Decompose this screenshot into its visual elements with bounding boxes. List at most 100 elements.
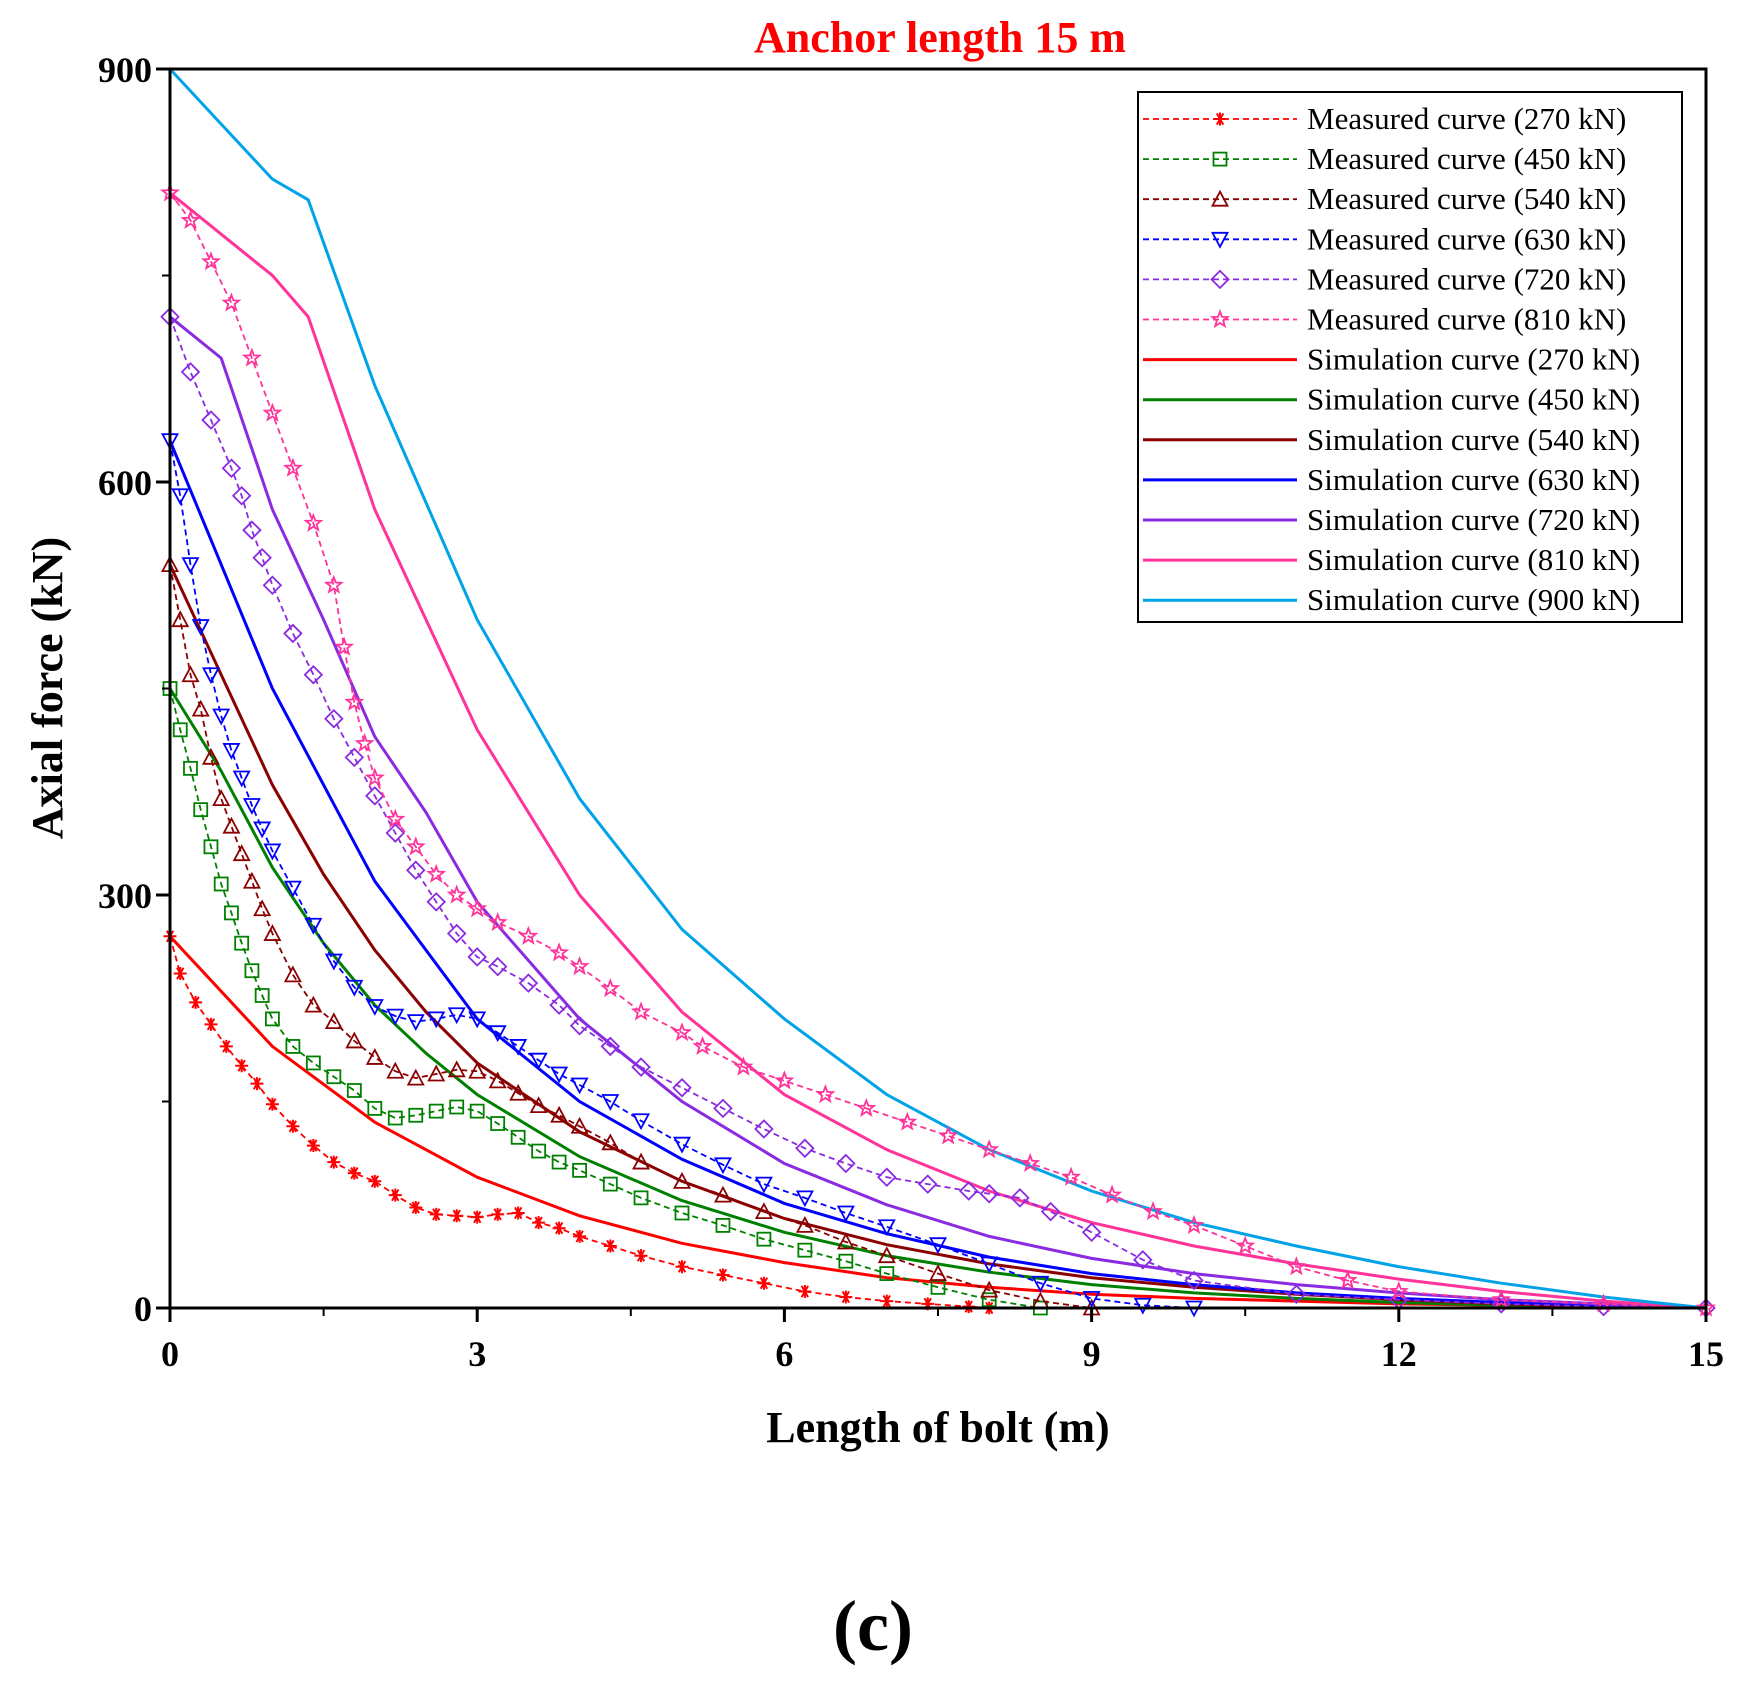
series-line-measured-curve-450-kn (169, 688, 1041, 1309)
data-point-measured-curve-450-kn (510, 1129, 526, 1145)
data-point-measured-curve-270-kn (491, 1207, 505, 1221)
data-point-measured-curve-810-kn (1020, 1152, 1041, 1172)
data-point-measured-curve-720-kn (1010, 1188, 1030, 1208)
panel-label: (c) (833, 1586, 913, 1666)
series-line-measured-curve-810-kn (169, 192, 1707, 1309)
data-point-measured-curve-630-kn (1082, 1290, 1101, 1308)
data-point-measured-curve-630-kn (836, 1205, 855, 1223)
data-point-measured-curve-540-kn (171, 610, 190, 628)
data-point-measured-curve-810-kn (487, 911, 508, 932)
series-measured-curve-810-kn (159, 182, 1717, 1317)
data-point-measured-curve-540-kn (928, 1264, 948, 1281)
data-point-measured-curve-720-kn (344, 747, 365, 768)
data-point-measured-curve-270-kn (189, 995, 203, 1009)
data-point-measured-curve-270-kn (306, 1139, 320, 1153)
data-point-measured-curve-630-kn (263, 843, 282, 861)
data-point-measured-curve-810-kn (221, 292, 242, 312)
data-point-measured-curve-720-kn (180, 362, 201, 382)
data-point-measured-curve-810-kn (600, 978, 621, 998)
legend-swatch-marker (1210, 231, 1230, 249)
data-point-measured-curve-270-kn (552, 1221, 566, 1235)
data-point-measured-curve-450-kn (602, 1176, 618, 1192)
data-point-measured-curve-270-kn (286, 1119, 300, 1133)
data-point-measured-curve-540-kn (406, 1068, 425, 1086)
data-point-measured-curve-630-kn (201, 667, 220, 685)
data-point-measured-curve-810-kn (334, 636, 355, 656)
data-point-measured-curve-630-kn (345, 979, 364, 997)
data-point-measured-curve-720-kn (917, 1174, 938, 1194)
data-point-measured-curve-540-kn (877, 1246, 896, 1264)
x-tick-label: 12 (1381, 1334, 1417, 1374)
data-point-measured-curve-810-kn (200, 251, 222, 271)
data-point-measured-curve-810-kn (180, 209, 201, 229)
data-point-measured-curve-540-kn (253, 899, 272, 917)
data-point-measured-curve-630-kn (570, 1077, 589, 1095)
data-point-measured-curve-450-kn (633, 1190, 649, 1206)
data-point-measured-curve-810-kn (856, 1097, 877, 1118)
data-point-measured-curve-540-kn (468, 1061, 487, 1079)
data-point-measured-curve-630-kn (212, 708, 231, 726)
data-point-measured-curve-720-kn (672, 1077, 692, 1098)
data-point-measured-curve-270-kn (921, 1297, 935, 1311)
data-point-measured-curve-720-kn (1491, 1294, 1511, 1314)
data-point-measured-curve-720-kn (1184, 1270, 1204, 1291)
data-point-measured-curve-630-kn (672, 1136, 692, 1154)
data-point-measured-curve-810-kn (344, 691, 365, 711)
y-tick-label: 900 (98, 50, 152, 90)
data-point-measured-curve-270-kn (409, 1201, 423, 1214)
data-point-measured-curve-810-kn (549, 942, 570, 962)
legend-entry-measured-curve-450-kn: Measured curve (450 kN) (1143, 141, 1626, 176)
data-point-measured-curve-450-kn (224, 905, 239, 921)
x-tick-label: 3 (468, 1334, 486, 1374)
data-point-measured-curve-540-kn (263, 924, 282, 941)
data-point-measured-curve-540-kn (795, 1215, 814, 1233)
data-point-measured-curve-450-kn (572, 1162, 587, 1178)
data-point-measured-curve-630-kn (529, 1052, 548, 1070)
data-point-measured-curve-810-kn (815, 1083, 836, 1104)
data-point-measured-curve-540-kn (283, 965, 302, 983)
legend-entry-simulation-curve-540-kn: Simulation curve (540 kN) (1143, 422, 1640, 457)
data-point-measured-curve-630-kn (447, 1007, 466, 1025)
legend: Measured curve (270 kN) Measured curve (4… (1137, 91, 1683, 623)
data-point-measured-curve-810-kn (1491, 1289, 1512, 1309)
data-point-measured-curve-810-kn (733, 1056, 754, 1076)
data-point-measured-curve-450-kn (387, 1110, 403, 1126)
data-point-measured-curve-630-kn (1031, 1275, 1050, 1293)
data-point-measured-curve-720-kn (365, 786, 385, 806)
data-point-measured-curve-540-kn (570, 1116, 589, 1134)
data-point-measured-curve-540-kn (304, 995, 323, 1013)
data-point-measured-curve-720-kn (262, 575, 283, 596)
data-point-measured-curve-540-kn (191, 699, 210, 717)
data-point-measured-curve-450-kn (234, 935, 250, 951)
data-point-measured-curve-540-kn (345, 1031, 364, 1049)
data-point-measured-curve-720-kn (795, 1138, 815, 1159)
data-point-measured-curve-450-kn (551, 1154, 567, 1170)
data-point-measured-curve-630-kn (232, 770, 251, 788)
data-point-measured-curve-450-kn (346, 1083, 362, 1098)
data-point-measured-curve-540-kn (181, 665, 200, 683)
legend-entry-simulation-curve-270-kn: Simulation curve (270 kN) (1143, 342, 1640, 377)
data-point-measured-curve-450-kn (531, 1143, 547, 1159)
data-point-measured-curve-630-kn (980, 1256, 999, 1274)
data-point-measured-curve-450-kn (193, 802, 209, 818)
data-point-measured-curve-270-kn (250, 1077, 264, 1091)
data-point-measured-curve-810-kn (1388, 1280, 1409, 1301)
data-point-measured-curve-720-kn (252, 547, 272, 568)
data-point-measured-curve-270-kn (450, 1209, 464, 1223)
data-point-measured-curve-810-kn (241, 347, 262, 367)
y-tick-label: 600 (98, 463, 152, 503)
data-point-measured-curve-450-kn (797, 1242, 813, 1258)
data-point-measured-curve-720-kn (405, 860, 426, 880)
data-point-measured-curve-630-kn (191, 619, 210, 636)
data-point-measured-curve-270-kn (173, 966, 187, 980)
data-point-measured-curve-810-kn (671, 1022, 693, 1042)
data-point-measured-curve-810-kn (385, 808, 406, 828)
data-point-measured-curve-540-kn (836, 1232, 855, 1250)
data-point-measured-curve-630-kn (365, 999, 384, 1016)
data-point-measured-curve-270-kn (573, 1229, 587, 1243)
legend-label: Measured curve (720 kN) (1307, 261, 1626, 296)
chart-title: Anchor length 15 m (754, 13, 1126, 62)
legend-label: Measured curve (630 kN) (1307, 221, 1626, 256)
data-point-measured-curve-720-kn (518, 973, 539, 993)
